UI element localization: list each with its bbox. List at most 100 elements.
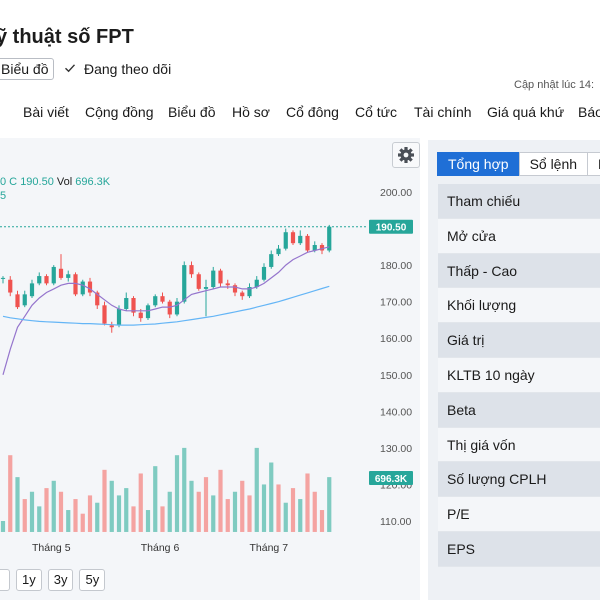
panel-tabs: Tổng hợp Sổ lệnh Mu: [437, 152, 600, 176]
chart-button[interactable]: Biểu đồ: [0, 58, 55, 80]
price-tag: 190.50: [376, 223, 407, 234]
volume-bar: [44, 488, 49, 532]
volume-tag-bg: [369, 471, 413, 485]
volume-bar: [327, 477, 332, 532]
nav-item-profile[interactable]: Hồ sơ: [232, 104, 270, 120]
ma-long-line: [2, 285, 330, 326]
volume-bar: [153, 466, 158, 532]
row-value: Giá trị: [438, 323, 600, 358]
candle-body: [276, 248, 281, 255]
candle-body: [174, 301, 180, 315]
nav-item-dividends[interactable]: Cổ tức: [355, 104, 398, 120]
y-axis-tick: 160.00: [380, 333, 412, 345]
candle-body: [51, 266, 56, 284]
candle-body: [102, 305, 107, 324]
y-axis-tick: 130.00: [380, 443, 412, 455]
updated-time: Cập nhật lúc 14:: [514, 79, 595, 91]
y-axis-tick: 140.00: [380, 406, 412, 418]
range-buttons: 1y 3y 5y: [0, 569, 106, 591]
candle-body: [37, 276, 42, 284]
volume-bar: [37, 506, 42, 532]
volume-bar: [247, 495, 252, 532]
volume-bar: [80, 513, 85, 532]
volume-bar: [182, 447, 187, 532]
volume-bar: [167, 491, 172, 532]
nav-item-shareholders[interactable]: Cổ đông: [286, 104, 339, 120]
candle-body: [196, 274, 201, 289]
volume-bar: [319, 510, 325, 532]
price-chart[interactable]: 200.00190.00180.00170.00160.00150.00140.…: [0, 140, 420, 570]
row-avg-volume-10d: KLTB 10 ngày: [438, 357, 600, 393]
follow-button[interactable]: Đang theo dõi: [64, 60, 171, 78]
ohlc-readout: 0 C 190.50 Vol 696.3K: [0, 176, 110, 188]
volume-bar: [58, 491, 64, 532]
nav-item-community[interactable]: Cộng đồng: [85, 104, 154, 120]
row-eps: EPS: [438, 531, 600, 567]
vol-label: Vol: [56, 176, 73, 188]
nav-item-finance[interactable]: Tài chính: [414, 104, 472, 120]
candle-body: [290, 232, 296, 244]
nav-item-articles[interactable]: Bài viết: [23, 104, 69, 120]
follow-label: Đang theo dõi: [84, 61, 172, 77]
volume-bar: [218, 469, 223, 532]
volume-bar: [240, 480, 245, 532]
check-icon: [64, 60, 76, 78]
candle-body: [261, 266, 267, 280]
candle-body: [269, 254, 274, 267]
y-axis-tick: 200.00: [380, 187, 412, 199]
tab-more[interactable]: Mu: [587, 152, 600, 176]
row-reference: Tham chiếu: [438, 184, 600, 219]
candle-body: [66, 274, 71, 278]
candle-body: [131, 298, 136, 313]
candle-body: [203, 287, 209, 289]
volume-bar: [66, 510, 71, 532]
candle-body: [44, 276, 49, 284]
volume-bar: [283, 502, 288, 532]
candle-body: [0, 277, 6, 279]
candle-body: [29, 283, 35, 297]
ohlc-readout-line2: 5: [0, 190, 7, 202]
volume-bar: [160, 506, 165, 532]
candle-body: [116, 308, 122, 326]
tab-summary[interactable]: Tổng hợp: [437, 152, 520, 176]
candle-body: [312, 245, 317, 251]
nav-item-reports[interactable]: Báo: [578, 104, 600, 120]
page-title: ỹ thuật số FPT: [0, 26, 134, 48]
candle-body: [225, 283, 230, 286]
volume-bar: [290, 488, 296, 532]
volume-bar: [29, 491, 35, 532]
volume-bar: [15, 477, 20, 532]
candle-body: [232, 285, 238, 293]
y-axis-tick: 110.00: [380, 516, 411, 528]
tab-order-book[interactable]: Sổ lệnh: [518, 152, 589, 176]
volume-bar: [73, 499, 78, 532]
candle-body: [319, 245, 325, 251]
vol-value: 696.3K: [75, 176, 111, 188]
candle-body: [73, 274, 78, 295]
candle-body: [327, 226, 332, 251]
volume-tag: 696.3K: [375, 474, 408, 485]
nav-item-price-history[interactable]: Giá quá khứ: [487, 104, 565, 120]
range-button-1y[interactable]: 1y: [16, 569, 42, 591]
candle-body: [283, 232, 288, 249]
nav-item-chart[interactable]: Biểu đồ: [168, 104, 216, 120]
candle-body: [160, 296, 165, 302]
volume-bar: [131, 506, 136, 532]
candle-body: [240, 292, 245, 297]
price-tag-bg: [369, 219, 413, 234]
range-button-partial[interactable]: [0, 569, 10, 591]
volume-bar: [51, 480, 56, 532]
row-market-cap: Thị giá vốn: [438, 427, 600, 463]
chart-settings-button[interactable]: [392, 142, 420, 168]
range-button-5y[interactable]: 5y: [79, 569, 106, 591]
row-beta: Beta: [438, 392, 600, 428]
range-button-3y[interactable]: 3y: [47, 569, 74, 591]
gear-icon: [398, 147, 414, 163]
y-axis-tick: 150.00: [380, 370, 412, 382]
candle-body: [305, 235, 310, 251]
volume-bar: [174, 455, 180, 532]
candle-body: [189, 265, 194, 275]
candle-body: [254, 279, 259, 288]
volume-bar: [261, 484, 267, 532]
close-value: 190.50: [20, 176, 54, 188]
